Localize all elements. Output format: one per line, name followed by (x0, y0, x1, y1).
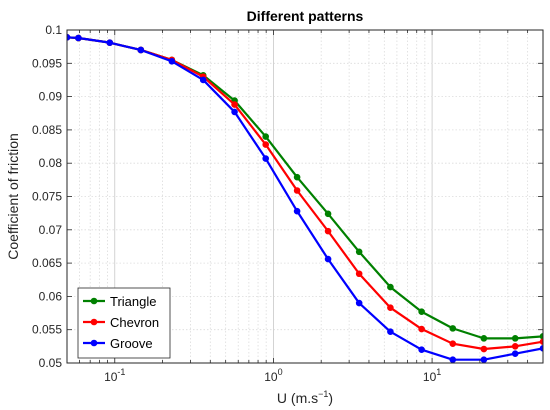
data-point-chevron (324, 227, 332, 235)
data-point-groove (355, 299, 363, 307)
y-tick-label: 0.05 (39, 356, 63, 370)
data-point-chevron (449, 340, 457, 347)
data-point-groove (418, 346, 425, 353)
data-point-triangle (449, 325, 457, 332)
x-axis-title: U (m.s−1) (277, 389, 333, 406)
y-tick-label: 0.07 (39, 223, 63, 237)
legend-marker-groove (90, 339, 98, 347)
x-axis-title-close: ) (328, 390, 333, 406)
x-tick-label-exponent: 0 (278, 367, 283, 377)
x-tick-label: 101 (423, 367, 441, 384)
data-point-chevron (511, 343, 519, 350)
x-tick-label-base: 10 (423, 370, 437, 384)
legend: Triangle Chevron Groove (77, 287, 171, 359)
data-point-triangle (387, 283, 394, 291)
legend-label-chevron: Chevron (110, 315, 159, 330)
data-point-groove (324, 255, 332, 263)
data-point-groove (449, 356, 457, 363)
data-point-groove (168, 58, 176, 65)
data-point-chevron (231, 101, 238, 108)
data-point-groove (199, 76, 207, 84)
data-point-triangle (480, 335, 488, 342)
y-tick-label: 0.08 (39, 156, 63, 170)
data-point-groove (480, 356, 488, 363)
x-tick-label-base: 10 (264, 370, 278, 384)
y-axis-title: Coefficient of friction (5, 133, 21, 260)
data-point-groove (137, 46, 145, 54)
legend-label-groove: Groove (110, 336, 153, 351)
data-point-groove (262, 155, 270, 162)
data-point-triangle (293, 173, 301, 181)
chart-title: Different patterns (247, 8, 364, 24)
data-point-groove (67, 34, 71, 41)
y-tick-label: 0.1 (45, 23, 62, 37)
ticks (66, 29, 544, 364)
data-point-groove (75, 34, 82, 42)
data-point-chevron (262, 141, 270, 148)
y-tick-label: 0.095 (32, 56, 62, 70)
y-tick-label: 0.075 (32, 190, 62, 204)
data-point-triangle (355, 248, 363, 256)
data-point-chevron (539, 338, 543, 345)
data-point-triangle (324, 210, 332, 218)
data-point-groove (539, 345, 543, 352)
legend-marker-triangle (90, 297, 98, 305)
data-point-chevron (293, 187, 301, 194)
x-tick-label: 100 (264, 367, 282, 384)
data-point-chevron (355, 270, 363, 278)
y-tick-label: 0.06 (39, 289, 63, 303)
x-tick-label-base: 10 (104, 370, 118, 384)
data-point-triangle (511, 335, 519, 342)
data-point-triangle (539, 333, 543, 340)
y-tick-label: 0.065 (32, 256, 62, 270)
y-tick-label: 0.09 (39, 90, 63, 104)
series-layer (67, 34, 543, 363)
data-point-groove (387, 328, 394, 335)
x-tick-label-exponent: 1 (436, 367, 441, 377)
x-tick-label: 10-1 (104, 367, 125, 384)
legend-label-triangle: Triangle (110, 294, 156, 309)
data-point-chevron (387, 304, 394, 312)
data-point-groove (293, 207, 301, 215)
data-point-triangle (262, 133, 270, 140)
data-point-chevron (480, 345, 488, 353)
tick-labels: 0.05 0.055 0.06 0.065 0.07 0.075 0.08 0.085 0.09… (32, 23, 441, 384)
x-axis-title-main: U (m.s (277, 390, 318, 406)
data-point-groove (231, 108, 238, 116)
y-tick-label: 0.055 (32, 323, 62, 337)
data-point-chevron (418, 325, 425, 333)
legend-marker-chevron (90, 318, 98, 326)
y-tick-label: 0.085 (32, 123, 62, 137)
data-point-triangle (418, 308, 425, 316)
data-point-groove (511, 350, 519, 357)
data-point-groove (106, 39, 114, 46)
x-tick-label-exponent: -1 (117, 367, 125, 377)
x-axis-title-unit-exponent: −1 (318, 389, 328, 399)
